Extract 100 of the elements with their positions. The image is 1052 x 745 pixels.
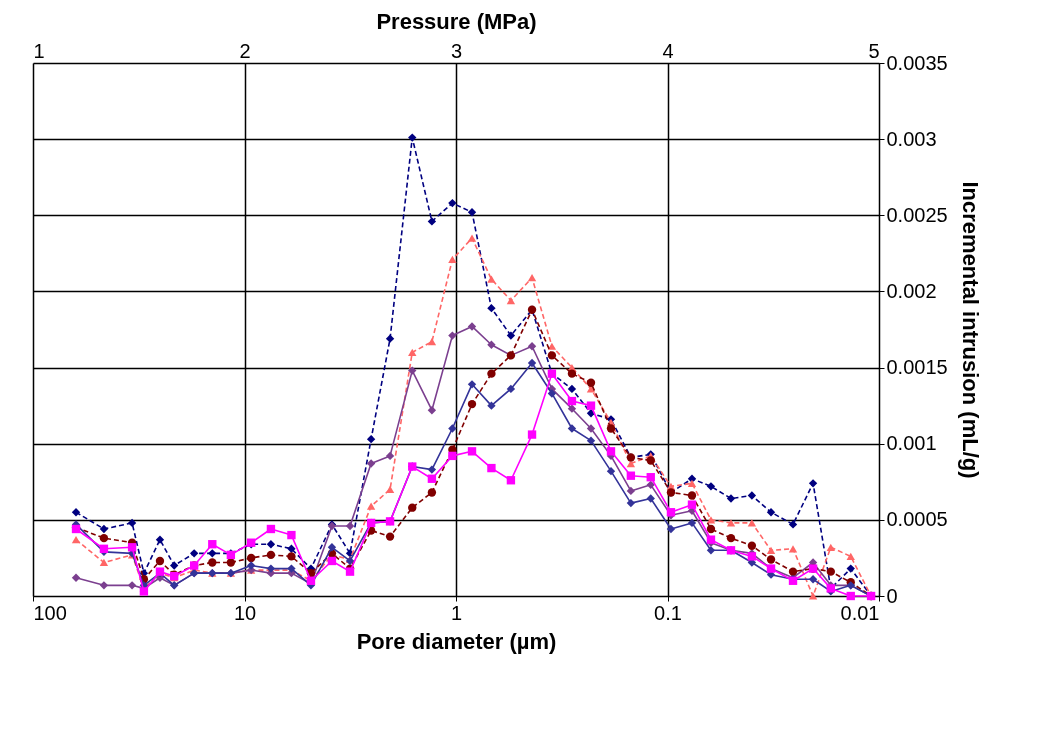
point [208, 558, 217, 567]
point [527, 358, 537, 368]
point [788, 567, 798, 576]
point [706, 524, 716, 534]
point [506, 384, 516, 394]
point [467, 399, 477, 409]
point [287, 552, 296, 561]
y-tick-label: 0.0005 [886, 508, 948, 531]
point [506, 296, 516, 305]
point [687, 479, 697, 487]
point [606, 424, 616, 433]
point [448, 451, 457, 461]
point [467, 447, 477, 456]
point [287, 530, 296, 540]
point [467, 322, 477, 331]
point [626, 486, 636, 496]
point [327, 556, 337, 566]
point [747, 491, 757, 500]
y-axis-title: Incremental intrusion (mL/g) [957, 181, 983, 479]
point [208, 549, 217, 558]
point [487, 304, 496, 313]
point [448, 424, 457, 433]
point [408, 503, 417, 512]
point [226, 558, 236, 567]
point [408, 366, 417, 375]
point [408, 133, 417, 142]
x2-tick-label: 1 [33, 39, 45, 62]
point [808, 592, 818, 600]
point [506, 476, 516, 485]
point [427, 217, 437, 226]
point [567, 384, 577, 394]
point [487, 401, 496, 410]
point [606, 447, 616, 456]
point [788, 545, 798, 553]
point [586, 385, 596, 393]
point [385, 485, 395, 494]
point [808, 479, 818, 488]
point [527, 430, 537, 439]
point [385, 334, 395, 343]
y-tick-label: 0.002 [886, 279, 937, 302]
x2-tick-label: 4 [662, 39, 674, 62]
point [366, 459, 376, 468]
point [527, 274, 537, 282]
point [366, 502, 376, 510]
x-tick-label: 100 [33, 601, 67, 624]
point [567, 369, 577, 378]
point [726, 533, 736, 543]
point [747, 519, 757, 527]
point [547, 342, 557, 350]
point [246, 553, 256, 563]
point [808, 575, 818, 584]
point [448, 255, 457, 264]
x-tick-label: 0.1 [654, 601, 682, 624]
point [467, 234, 477, 242]
x2-tick-label: 3 [450, 39, 463, 62]
point [427, 488, 437, 497]
point [826, 567, 835, 576]
y-tick-label: 0.0025 [886, 203, 948, 226]
point [567, 424, 577, 433]
point [788, 520, 798, 529]
point [448, 331, 457, 340]
point [487, 275, 496, 283]
point [266, 540, 276, 549]
point [646, 480, 655, 490]
point [547, 389, 557, 398]
point [427, 474, 437, 483]
point [687, 518, 697, 528]
point [706, 482, 716, 491]
point [626, 471, 636, 480]
x-axis-title: Pore diameter (µm) [356, 628, 557, 654]
x-tick-label: 10 [233, 601, 257, 624]
point [467, 208, 477, 217]
point [766, 555, 776, 564]
point [567, 396, 577, 406]
point [646, 473, 655, 482]
point [567, 404, 577, 413]
point [846, 564, 855, 573]
point [846, 552, 855, 561]
point [487, 340, 496, 349]
point [246, 561, 256, 570]
point [766, 508, 776, 517]
point [606, 466, 616, 476]
point [385, 532, 395, 541]
point [467, 380, 477, 389]
point [626, 498, 636, 508]
point [726, 519, 736, 527]
y-tick-label: 0.003 [886, 127, 937, 150]
point [366, 434, 376, 444]
point [666, 524, 676, 534]
point [706, 546, 716, 555]
y-tick-label: 0 [886, 584, 898, 607]
point [547, 351, 557, 360]
point [586, 424, 596, 433]
x2-tick-label: 5 [868, 39, 880, 62]
point [687, 491, 697, 500]
point [586, 378, 596, 387]
point [506, 331, 516, 340]
point [427, 338, 437, 346]
point [726, 494, 736, 503]
point [646, 456, 655, 465]
